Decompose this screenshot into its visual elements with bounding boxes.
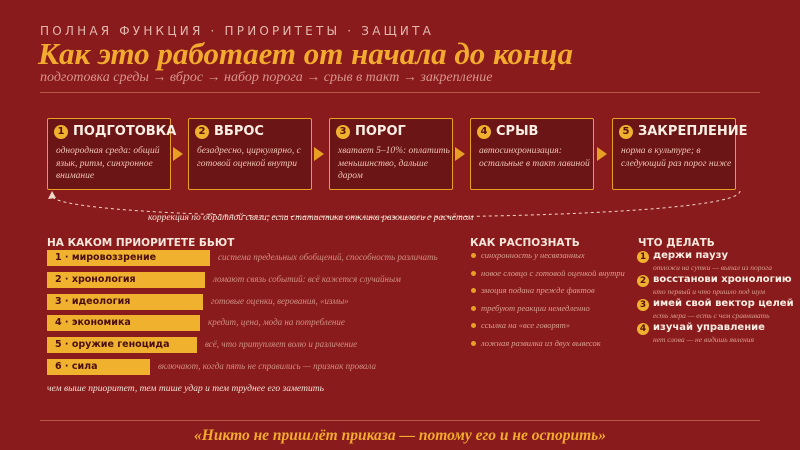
priority-description: система предельных обобщений, способност… bbox=[218, 252, 438, 262]
step-box: 4 СРЫВ автосинхронизация: остальные в такт… bbox=[470, 118, 594, 190]
arrow bbox=[314, 147, 324, 161]
priority-bar: 6 · сила bbox=[47, 359, 150, 375]
title: Как это работает от начала до конца bbox=[38, 36, 573, 71]
arrow bbox=[173, 147, 183, 161]
footnote: чем выше приоритет, тем тише удар и тем … bbox=[47, 384, 324, 394]
step-label: ЗАКРЕПЛЕНИЕ bbox=[638, 124, 748, 139]
step-number: 4 bbox=[477, 125, 491, 139]
step-box: 5 ЗАКРЕПЛЕНИЕ норма в культуре; в следующи… bbox=[612, 118, 748, 190]
priority-description: включают, когда пять не справились — при… bbox=[158, 361, 376, 371]
action-number: 2 bbox=[637, 275, 649, 287]
feedback-arrowhead bbox=[48, 191, 56, 199]
bullet bbox=[471, 305, 476, 311]
bullet bbox=[471, 288, 476, 294]
step-description: однородная среда: общий язык, ритм, синх… bbox=[56, 146, 160, 181]
step-label: ВБРОС bbox=[214, 124, 264, 139]
feedback-loop bbox=[51, 190, 741, 218]
action-number: 3 bbox=[637, 299, 649, 311]
bullet bbox=[471, 253, 476, 258]
priority-bar: 5 · оружие геноцида bbox=[47, 337, 197, 354]
bullet bbox=[471, 323, 476, 329]
section-heading: ЧТО ДЕЛАТЬ bbox=[638, 237, 715, 249]
priority-description: кредит, цена, мода на потребление bbox=[208, 317, 345, 328]
sign-item: синхронность у несвязанных bbox=[481, 250, 585, 260]
section-heading: КАК РАСПОЗНАТЬ bbox=[470, 237, 580, 249]
step-label: СРЫВ bbox=[496, 124, 539, 139]
kicker: ПОЛНАЯ ФУНКЦИЯ · ПРИОРИТЕТЫ · ЗАЩИТА bbox=[40, 24, 435, 38]
action-note: есть мера — есть с чем сравнивать bbox=[653, 311, 770, 320]
priority-bar: 3 · идеология bbox=[47, 293, 203, 310]
bullet bbox=[471, 341, 476, 346]
step-description: безадресно, циркулярно, с готовой оценко… bbox=[197, 146, 301, 169]
step-description: хватает 5–10%: оплатить меньшинство, дал… bbox=[338, 146, 450, 181]
action-number: 1 bbox=[637, 251, 649, 263]
step-box: 1 ПОДГОТОВКА однородная среда: общий язык,… bbox=[47, 118, 176, 190]
step-number: 5 bbox=[619, 125, 633, 139]
step-number: 3 bbox=[336, 125, 350, 139]
closing-quote: «Никто не пришлёт приказа — потому его и… bbox=[194, 427, 606, 444]
step-box: 3 ПОРОГ хватает 5–10%: оплатить меньшинств… bbox=[329, 118, 453, 190]
step-description: автосинхронизация: остальные в такт лави… bbox=[479, 146, 590, 169]
priority-bar: 1 · мировоззрение bbox=[47, 250, 210, 266]
sign-item: ссылка на «все говорят» bbox=[481, 320, 570, 331]
action-note: кто первый и что пришло под шум bbox=[653, 287, 766, 296]
feedback-note: коррекция по обратной связи, если статис… bbox=[148, 213, 474, 223]
action-number: 4 bbox=[637, 323, 649, 335]
arrow bbox=[597, 147, 607, 161]
step-box: 2 ВБРОС безадресно, циркулярно, с готовой … bbox=[188, 118, 312, 190]
subtitle: подготовка среды → вброс → набор порога … bbox=[40, 70, 493, 85]
step-number: 2 bbox=[195, 125, 209, 139]
priority-description: ломают связь событий: всё кажется случай… bbox=[213, 273, 401, 284]
action-title: имей свой вектор целей bbox=[653, 298, 794, 309]
sign-item: требуют реакции немедленно bbox=[481, 302, 590, 313]
bullet bbox=[471, 270, 476, 276]
priority-bar: 2 · хронология bbox=[47, 271, 205, 288]
step-label: ПОДГОТОВКА bbox=[73, 124, 177, 139]
sign-item: ложная развилка из двух вывесок bbox=[481, 338, 601, 348]
action-note: нет слова — не видишь явления bbox=[653, 335, 754, 344]
action-title: держи паузу bbox=[653, 250, 728, 261]
sign-item: новое словцо с готовой оценкой внутри bbox=[481, 267, 625, 278]
step-arrows bbox=[173, 147, 607, 161]
action-title: восстанови хронологию bbox=[653, 274, 792, 285]
priority-description: готовые оценки, верования, «измы» bbox=[211, 295, 349, 306]
sign-item: эмоция подана прежде фактов bbox=[481, 285, 595, 296]
arrow bbox=[455, 147, 465, 161]
divider bbox=[40, 92, 760, 93]
action-note: отложи на сутки — выпал из порога bbox=[653, 263, 772, 272]
priority-bar: 4 · экономика bbox=[47, 315, 200, 332]
step-label: ПОРОГ bbox=[355, 124, 406, 139]
step-description: норма в культуре; в следующий раз порог … bbox=[621, 146, 732, 169]
priority-description: всё, что притупляет волю и различение bbox=[205, 339, 358, 350]
section-heading: НА КАКОМ ПРИОРИТЕТЕ БЬЮТ bbox=[47, 237, 235, 249]
divider bbox=[40, 420, 760, 421]
action-title: изучай управление bbox=[653, 322, 765, 333]
step-number: 1 bbox=[54, 125, 68, 139]
